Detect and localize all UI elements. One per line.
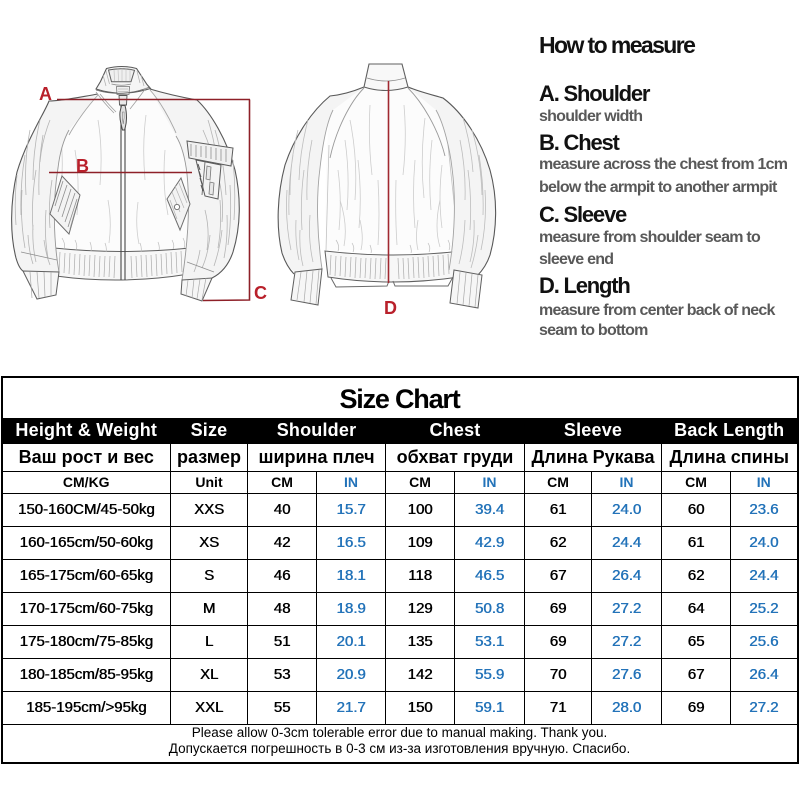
svg-text:A: A bbox=[39, 84, 52, 104]
svg-text:B: B bbox=[76, 156, 89, 176]
svg-text:D: D bbox=[384, 298, 397, 318]
svg-text:C: C bbox=[254, 283, 267, 303]
